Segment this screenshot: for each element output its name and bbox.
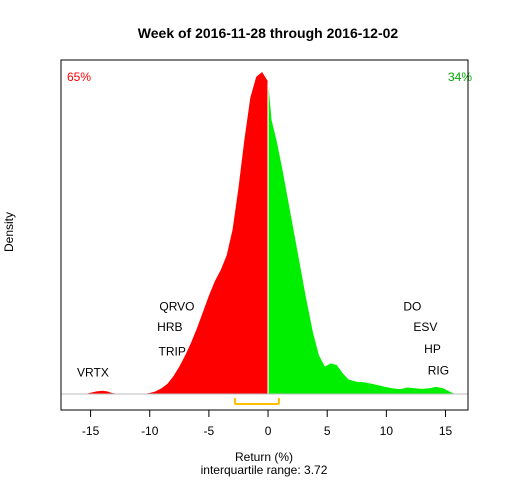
- plot-frame: [60, 59, 469, 411]
- x-tick-label: 15: [439, 424, 453, 438]
- x-tick-label: -15: [82, 424, 100, 438]
- ticker-label: ESV: [413, 320, 437, 334]
- y-axis-label: Density: [2, 212, 16, 252]
- x-tick-label: 0: [265, 424, 272, 438]
- x-tick-label: 5: [324, 424, 331, 438]
- ticker-label: DO: [403, 299, 421, 313]
- percent-positive-label: 34%: [448, 70, 472, 84]
- chart-title: Week of 2016-11-28 through 2016-12-02: [138, 25, 399, 41]
- x-tick-label: -10: [141, 424, 159, 438]
- ticker-label: RIG: [428, 364, 449, 378]
- x-axis-label: Return (%): [235, 450, 293, 464]
- ticker-label: TRIP: [159, 344, 186, 358]
- ticker-label: VRTX: [77, 365, 109, 379]
- plot-group: -15 -10 -5 0 5 10 15 VRTX QRVO HRB TRIP DO ESV HP RIG: [60, 59, 469, 438]
- x-tick-label: 10: [380, 424, 394, 438]
- x-tick-label: -5: [204, 424, 215, 438]
- iqr-label: interquartile range: 3.72: [201, 463, 328, 477]
- positive-density-area: [268, 81, 455, 394]
- percent-negative-label: 65%: [67, 70, 91, 84]
- ticker-label: HRB: [157, 320, 182, 334]
- ticker-label: QRVO: [159, 299, 194, 313]
- negative-density-area: [84, 72, 269, 394]
- ticker-label: HP: [424, 342, 441, 356]
